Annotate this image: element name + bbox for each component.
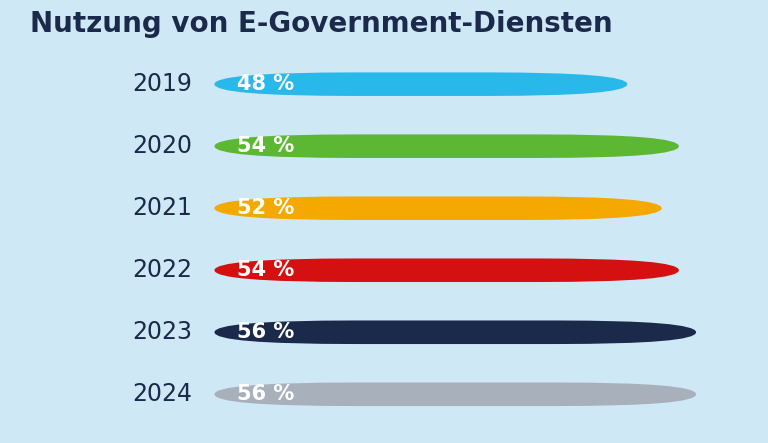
- Text: 2020: 2020: [132, 134, 192, 158]
- Text: Nutzung von E-Government-Diensten: Nutzung von E-Government-Diensten: [30, 10, 613, 38]
- FancyBboxPatch shape: [214, 382, 696, 406]
- FancyBboxPatch shape: [214, 72, 627, 96]
- FancyBboxPatch shape: [214, 320, 696, 344]
- Text: 2021: 2021: [132, 196, 192, 220]
- Text: 54 %: 54 %: [237, 260, 294, 280]
- Text: 2019: 2019: [132, 72, 192, 96]
- FancyBboxPatch shape: [214, 134, 679, 158]
- FancyBboxPatch shape: [214, 196, 662, 220]
- Text: 52 %: 52 %: [237, 198, 294, 218]
- Text: 2022: 2022: [132, 258, 192, 282]
- Text: 2023: 2023: [132, 320, 192, 344]
- Text: 56 %: 56 %: [237, 384, 294, 404]
- Text: 54 %: 54 %: [237, 136, 294, 156]
- Text: 2024: 2024: [132, 382, 192, 406]
- Text: 56 %: 56 %: [237, 322, 294, 342]
- FancyBboxPatch shape: [214, 258, 679, 282]
- Text: 48 %: 48 %: [237, 74, 293, 94]
